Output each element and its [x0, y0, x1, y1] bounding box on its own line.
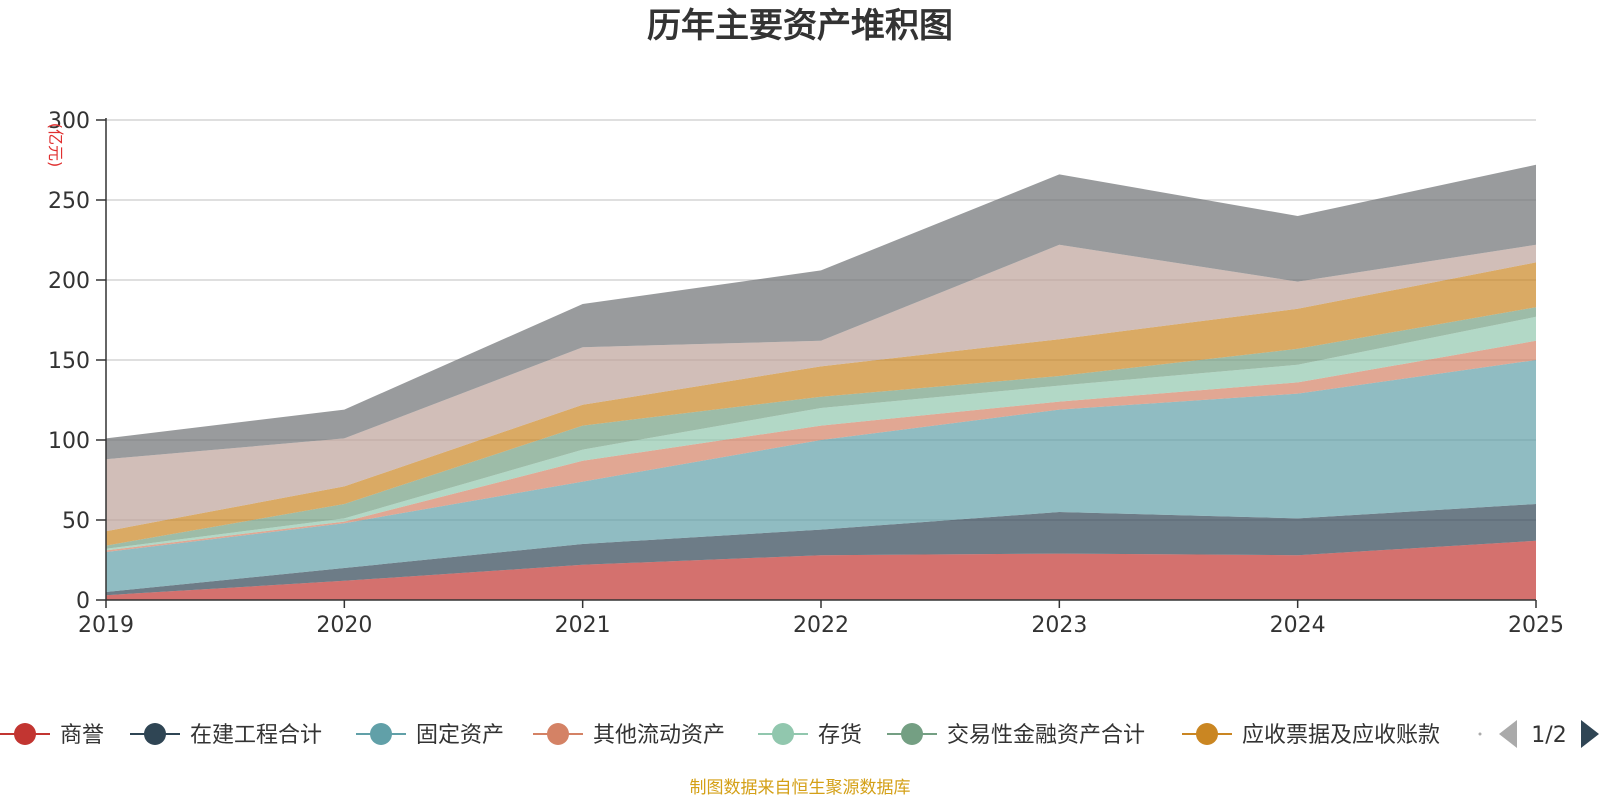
- legend-marker-icon: [772, 723, 794, 745]
- legend-next-page-icon[interactable]: [1581, 720, 1599, 748]
- area-series-3[interactable]: [106, 340, 1536, 552]
- axes: 0 50 100 150 200 250 300 2019 2020 2021 2022 2023 20…: [48, 109, 1564, 638]
- y-axis-unit-label: (亿元): [46, 123, 65, 168]
- y-tick-label: 250: [48, 189, 90, 214]
- y-tick-label: 150: [48, 349, 90, 374]
- legend-prev-page-icon[interactable]: [1499, 720, 1517, 748]
- legend-label: 在建工程合计: [190, 723, 322, 748]
- legend-marker-icon: [144, 723, 166, 745]
- x-tick-label: 2021: [555, 613, 611, 638]
- legend-marker-icon: [901, 723, 923, 745]
- x-tick-label: 2025: [1508, 613, 1564, 638]
- x-tick-label: 2020: [316, 613, 372, 638]
- area-series-5[interactable]: [106, 307, 1536, 549]
- legend-label: 交易性金融资产合计: [947, 723, 1145, 748]
- legend-page-indicator: 1/2: [1531, 723, 1566, 748]
- area-series-0[interactable]: [106, 540, 1536, 600]
- legend: 商誉 在建工程合计 固定资产 其他流动资产 存货 交易性金融资产合计 应收票据及应收账款: [0, 723, 1482, 748]
- legend-item-5[interactable]: 交易性金融资产合计: [887, 723, 1145, 748]
- area-series-7[interactable]: [106, 244, 1536, 532]
- chart-title: 历年主要资产堆积图: [647, 6, 953, 46]
- y-tick-label: 50: [62, 509, 90, 534]
- area-series-4[interactable]: [106, 316, 1536, 551]
- legend-item-1[interactable]: 在建工程合计: [130, 723, 322, 748]
- x-tick-label: 2024: [1270, 613, 1326, 638]
- x-tick-label: 2019: [78, 613, 134, 638]
- x-tick-label: 2022: [793, 613, 849, 638]
- y-tick-label: 100: [48, 429, 90, 454]
- legend-overflow-dot: [1478, 732, 1482, 736]
- legend-label: 应收票据及应收账款: [1242, 723, 1440, 748]
- legend-marker-icon: [370, 723, 392, 745]
- legend-item-6[interactable]: 应收票据及应收账款: [1182, 723, 1440, 748]
- x-tick-label: 2023: [1031, 613, 1087, 638]
- legend-item-3[interactable]: 其他流动资产: [533, 723, 725, 748]
- legend-marker-icon: [1196, 723, 1218, 745]
- legend-label: 商誉: [60, 723, 104, 748]
- area-series-1[interactable]: [106, 504, 1536, 596]
- area-series-6[interactable]: [106, 262, 1536, 546]
- legend-item-4[interactable]: 存货: [758, 723, 862, 748]
- legend-pager: 1/2: [1499, 720, 1599, 748]
- area-series-8[interactable]: [106, 164, 1536, 460]
- data-source-note: 制图数据来自恒生聚源数据库: [689, 778, 911, 798]
- legend-marker-icon: [547, 723, 569, 745]
- y-tick-label: 200: [48, 269, 90, 294]
- legend-label: 固定资产: [416, 723, 504, 748]
- legend-label: 存货: [818, 723, 862, 748]
- legend-item-2[interactable]: 固定资产: [356, 723, 504, 748]
- area-series-2[interactable]: [106, 360, 1536, 592]
- area-series-group: [106, 164, 1536, 600]
- legend-item-0[interactable]: 商誉: [0, 723, 104, 748]
- y-tick-label: 0: [76, 589, 90, 614]
- y-tick-label: 300: [48, 109, 90, 134]
- legend-label: 其他流动资产: [593, 723, 725, 748]
- legend-marker-icon: [14, 723, 36, 745]
